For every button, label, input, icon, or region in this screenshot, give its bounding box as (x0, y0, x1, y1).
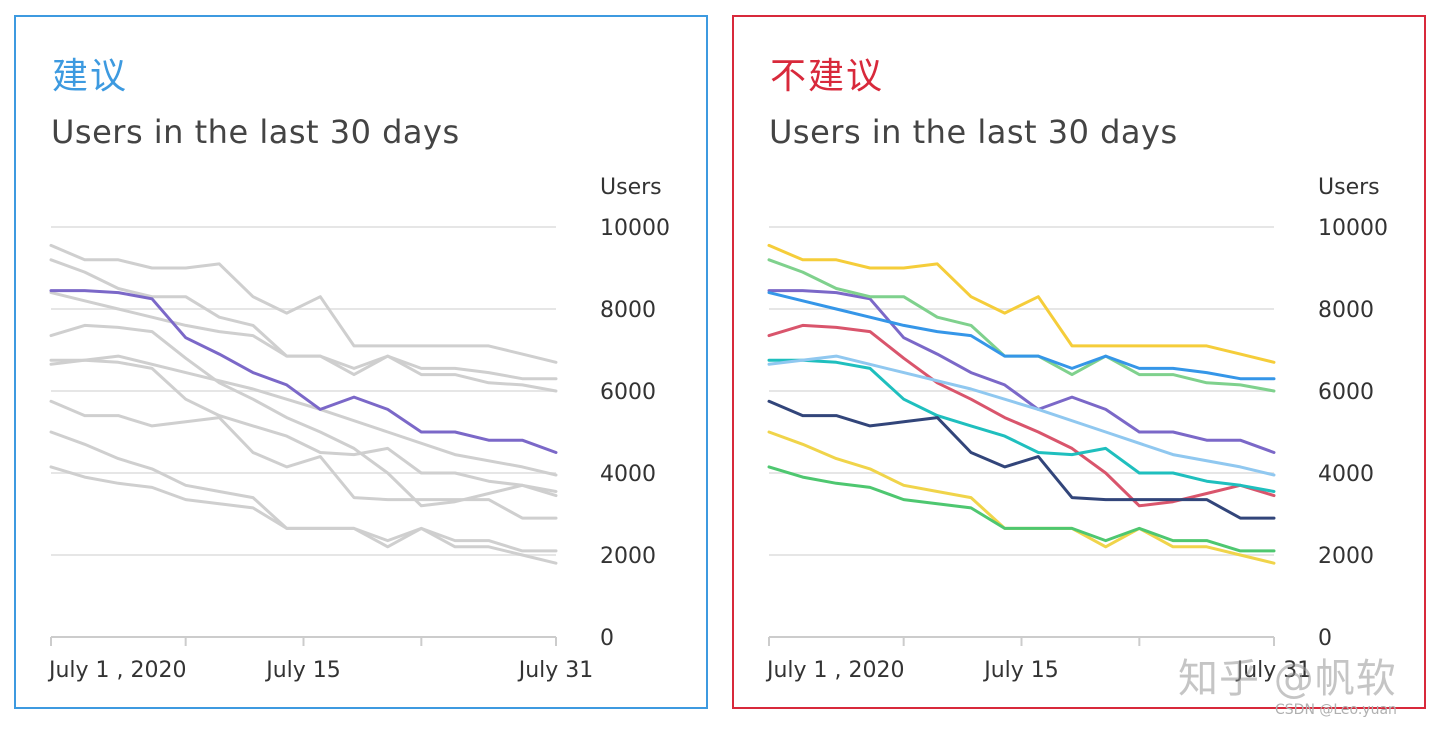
grid (51, 226, 556, 556)
chart-title: Users in the last 30 days (769, 113, 1178, 151)
y-tick-label: 4000 (600, 462, 656, 487)
x-tick-label: July 31 (1235, 658, 1312, 683)
recommended-panel: 建议 Users in the last 30 days 0 2000 4000 60… (14, 15, 708, 709)
series-line-S9 (767, 430, 1276, 565)
y-tick-label: 6000 (600, 380, 656, 405)
chart-title: Users in the last 30 days (51, 113, 460, 151)
series-line-S1 (767, 289, 1276, 454)
series-line-S8 (49, 399, 558, 520)
watermark-main: 知乎 @帆软 (1178, 656, 1397, 702)
y-tick-label: 10000 (1318, 216, 1388, 241)
watermark-small: CSDN @Leo.yuan (1275, 702, 1397, 718)
series-line-S9 (49, 430, 558, 565)
y-tick-label: 0 (600, 626, 614, 651)
series-line-S4 (767, 291, 1276, 381)
series-line-S4 (49, 291, 558, 381)
x-tick-label: July 31 (517, 658, 594, 683)
line-chart: 0 2000 4000 6000 8000 10000 Users July 1 , 2020… (47, 175, 670, 683)
series-line-S1 (49, 289, 558, 454)
y-tick-label: 8000 (600, 298, 656, 323)
x-tick-label: July 15 (264, 658, 341, 683)
panel-tag: 建议 (52, 56, 129, 97)
series-group (49, 243, 558, 565)
series-line-S8 (767, 399, 1276, 520)
series-line-S2 (49, 243, 558, 364)
series-line-S5 (767, 323, 1276, 508)
x-tick-label: July 1 , 2020 (765, 658, 905, 683)
y-tick-label: 0 (1318, 626, 1332, 651)
series-line-S2 (767, 243, 1276, 364)
x-tick-label: July 1 , 2020 (47, 658, 187, 683)
panel-tag: 不建议 (770, 56, 885, 97)
line-chart: 0 2000 4000 6000 8000 10000 Users July 1 , 2020… (765, 175, 1388, 683)
y-axis-label: Users (1318, 175, 1380, 200)
series-line-S10 (49, 465, 558, 553)
series-group (767, 243, 1276, 565)
not-recommended-panel: 不建议 Users in the last 30 days 0 2000 4000 6… (732, 15, 1426, 709)
y-tick-label: 10000 (600, 216, 670, 241)
series-line-S6 (767, 358, 1276, 493)
y-tick-label: 4000 (1318, 462, 1374, 487)
y-tick-label: 2000 (1318, 544, 1374, 569)
y-axis-label: Users (600, 175, 662, 200)
series-line-S10 (767, 465, 1276, 553)
y-tick-label: 2000 (600, 544, 656, 569)
series-line-S7 (49, 354, 558, 477)
x-tick-label: July 15 (982, 658, 1059, 683)
y-tick-label: 8000 (1318, 298, 1374, 323)
y-tick-label: 6000 (1318, 380, 1374, 405)
grid (769, 226, 1274, 556)
series-line-S6 (49, 358, 558, 493)
series-line-S7 (767, 354, 1276, 477)
series-line-S5 (49, 323, 558, 508)
